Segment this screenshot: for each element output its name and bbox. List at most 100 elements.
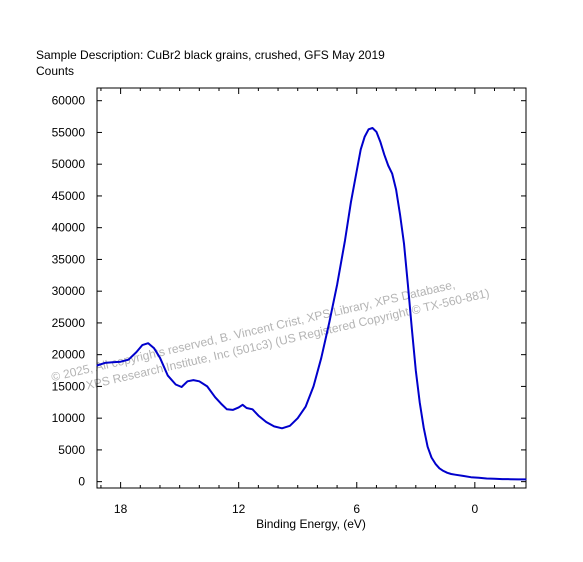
- data-point: [147, 342, 149, 344]
- data-point: [112, 361, 114, 363]
- data-point: [175, 383, 177, 386]
- data-point: [226, 408, 228, 410]
- data-point: [415, 369, 417, 372]
- data-point: [356, 169, 358, 172]
- data-point: [407, 284, 409, 286]
- data-point: [214, 396, 216, 398]
- y-tick-label: 25000: [52, 316, 86, 330]
- data-point: [104, 362, 106, 364]
- x-axis: 18 12 6 0: [100, 88, 515, 516]
- data-point: [395, 189, 397, 191]
- data-point: [120, 361, 122, 363]
- data-point: [141, 344, 143, 346]
- data-point: [305, 406, 307, 408]
- data-point: [493, 478, 496, 480]
- y-tick-label: 0: [78, 475, 85, 489]
- data-point: [368, 128, 370, 130]
- data-point: [423, 427, 425, 429]
- data-point: [238, 406, 240, 408]
- data-point: [232, 409, 234, 411]
- data-point: [387, 164, 389, 167]
- data-point: [186, 380, 189, 382]
- data-point: [328, 322, 330, 324]
- data-point: [364, 136, 366, 138]
- data-point: [344, 239, 346, 241]
- data-point: [242, 404, 244, 406]
- data-point: [181, 386, 183, 388]
- data-point: [399, 214, 401, 216]
- y-tick-label: 35000: [52, 252, 86, 266]
- x-axis-label: Binding Energy, (eV): [256, 517, 366, 531]
- data-points: [96, 127, 527, 480]
- data-point: [375, 131, 377, 133]
- watermark: © 2025, All copyrights reserved, B. Vinc…: [50, 277, 491, 393]
- data-point: [360, 149, 362, 151]
- counts-label: Counts: [36, 64, 74, 78]
- data-point: [135, 351, 137, 353]
- watermark-line-2: XPS Research Institute, Inc (501c3) (US …: [85, 286, 491, 393]
- data-point: [411, 328, 413, 330]
- data-point: [167, 375, 169, 377]
- data-point: [312, 385, 315, 387]
- plot-frame: [96, 87, 527, 489]
- data-point: [427, 446, 429, 448]
- data-point: [297, 417, 299, 419]
- data-point: [127, 359, 130, 361]
- data-point: [509, 478, 511, 480]
- y-tick-label: 10000: [52, 411, 86, 425]
- data-point: [289, 425, 291, 427]
- x-tick-label: 12: [232, 502, 246, 516]
- data-point: [246, 407, 248, 409]
- data-point: [257, 415, 259, 417]
- data-point: [265, 421, 267, 423]
- data-point: [383, 154, 385, 156]
- data-point: [153, 347, 155, 349]
- y-tick-label: 40000: [52, 221, 86, 235]
- data-point: [192, 379, 194, 381]
- y-tick-label: 15000: [52, 379, 86, 393]
- y-tick-label: 45000: [52, 189, 86, 203]
- data-point: [454, 474, 456, 476]
- data-point: [320, 357, 322, 359]
- data-point: [96, 364, 98, 367]
- data-point: [336, 284, 338, 286]
- data-point: [450, 473, 452, 475]
- data-point: [251, 408, 254, 410]
- data-point: [446, 472, 448, 474]
- data-point: [379, 141, 381, 143]
- data-point: [391, 173, 393, 175]
- data-point: [350, 201, 352, 203]
- y-tick-label: 30000: [52, 284, 86, 298]
- data-point: [273, 425, 275, 427]
- data-point: [434, 463, 437, 465]
- data-point: [159, 357, 161, 359]
- y-tick-label: 55000: [52, 125, 86, 139]
- data-point: [470, 476, 472, 478]
- data-point: [525, 478, 527, 480]
- y-tick-label: 20000: [52, 348, 86, 362]
- watermark-line-1: © 2025, All copyrights reserved, B. Vinc…: [50, 277, 456, 384]
- data-point: [501, 478, 503, 480]
- y-tick-label: 60000: [52, 94, 86, 108]
- data-point: [517, 478, 519, 480]
- data-point: [478, 477, 480, 479]
- sample-description: Sample Description: CuBr2 black grains, …: [36, 48, 385, 62]
- data-point: [419, 401, 421, 403]
- x-tick-label: 0: [471, 502, 478, 516]
- data-point: [486, 477, 488, 480]
- y-axis: 0 5000 10000 15000 20000 25000 30000 35000 40000…: [52, 94, 526, 489]
- x-tick-label: 18: [114, 502, 128, 516]
- x-tick-label: 6: [353, 502, 360, 516]
- data-point: [438, 467, 440, 469]
- data-point: [442, 470, 444, 472]
- data-point: [281, 427, 283, 429]
- y-tick-label: 5000: [58, 443, 85, 457]
- y-tick-label: 50000: [52, 157, 86, 171]
- data-point: [198, 380, 200, 382]
- data-point: [430, 456, 433, 459]
- data-point: [371, 127, 374, 129]
- data-point: [220, 403, 222, 405]
- data-point: [206, 385, 208, 387]
- data-point: [462, 475, 464, 477]
